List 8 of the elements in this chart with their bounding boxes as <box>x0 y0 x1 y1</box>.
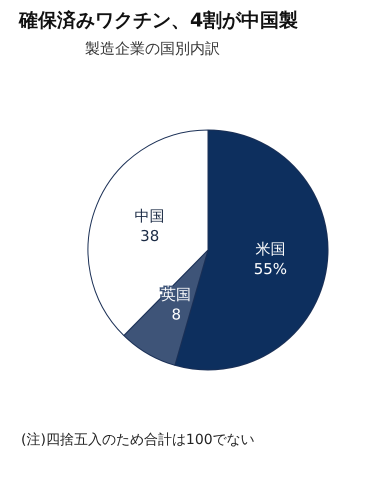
data-label: 38 <box>140 227 160 246</box>
chart-title: 確保済みワクチン、4割が中国製 <box>18 10 298 32</box>
slice-label: 米国 <box>255 240 286 258</box>
data-label: 8 <box>171 305 181 324</box>
data-label: 55% <box>254 260 288 278</box>
text: (注)四捨五入のため合計は100でない <box>21 432 255 448</box>
chart-subtitle: 製造企業の国別内訳 <box>85 40 220 58</box>
slice-label: 中国 <box>134 207 165 226</box>
